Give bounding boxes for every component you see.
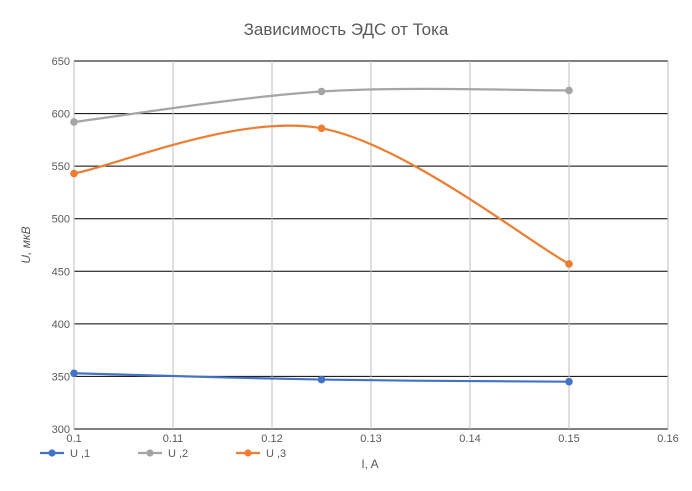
legend: U ,1 U ,2 U ,3 [40, 448, 286, 460]
y-tick-label: 400 [52, 319, 70, 331]
data-point [317, 87, 326, 96]
x-tick-label: 0.16 [657, 433, 678, 445]
y-axis-ticks: 300 350 400 450 500 550 600 650 [52, 56, 70, 436]
data-point [70, 369, 78, 378]
x-tick-label: 0.12 [261, 433, 282, 445]
legend-label: U ,3 [266, 448, 286, 460]
series-layer [70, 86, 573, 386]
x-tick-label: 0.15 [558, 433, 579, 445]
y-tick-label: 300 [52, 424, 70, 436]
series-line-3 [72, 124, 571, 266]
y-tick-label: 350 [52, 371, 70, 383]
y-tick-label: 450 [52, 266, 70, 278]
x-tick-label: 0.13 [360, 433, 381, 445]
data-point [317, 124, 326, 133]
y-tick-label: 500 [52, 214, 70, 226]
y-tick-label: 600 [52, 109, 70, 121]
data-point [565, 377, 573, 386]
legend-label: U ,2 [168, 448, 188, 460]
x-axis-ticks: 0.1 0.11 0.12 0.13 0.14 0.15 0.16 [66, 433, 678, 445]
y-axis-label: U, мкВ [19, 226, 33, 263]
data-point [70, 169, 78, 178]
legend-label: U ,1 [70, 448, 90, 460]
data-point [565, 260, 573, 268]
data-point [70, 118, 78, 126]
data-point [565, 86, 573, 95]
legend-marker [48, 449, 56, 457]
chart-title: Зависимость ЭДС от Тока [244, 20, 449, 39]
data-point [317, 375, 326, 384]
legend-marker [244, 449, 252, 457]
x-tick-label: 0.1 [66, 433, 81, 445]
x-axis-label: I, A [361, 457, 378, 471]
y-tick-label: 550 [52, 161, 70, 173]
legend-marker [146, 449, 154, 457]
grid [73, 60, 669, 430]
x-tick-label: 0.11 [163, 433, 184, 445]
y-tick-label: 650 [52, 56, 70, 68]
x-tick-label: 0.14 [459, 433, 480, 445]
